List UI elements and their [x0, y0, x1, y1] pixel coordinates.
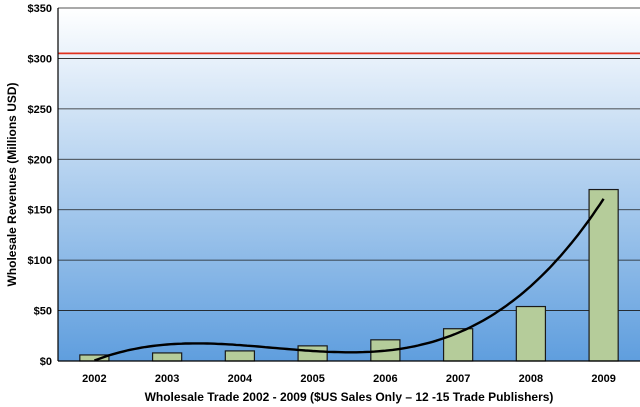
- x-tick-label: 2006: [373, 373, 397, 385]
- y-tick-label: $250: [28, 104, 52, 116]
- bar: [297, 345, 328, 362]
- x-axis-label: Wholesale Trade 2002 - 2009 ($US Sales O…: [145, 390, 554, 404]
- y-tick-label: $200: [28, 154, 52, 166]
- y-tick-labels: $0 $50 $100 $150 $200 $250 $300 $350: [28, 3, 52, 368]
- y-tick-label: $100: [28, 255, 52, 267]
- y-axis-label: Wholesale Revenues (Millions USD): [5, 82, 19, 286]
- y-tick-label: $300: [28, 53, 52, 65]
- bars: [79, 188, 619, 362]
- plot-area: [58, 8, 640, 361]
- x-tick-label: 2003: [155, 373, 179, 385]
- y-tick-label: $350: [28, 3, 52, 15]
- x-tick-label: 2004: [228, 373, 253, 385]
- y-tick-label: $0: [40, 356, 52, 368]
- x-tick-labels: 2002 2003 2004 2005 2006 2007 2008 2009: [82, 373, 616, 385]
- bar: [588, 188, 619, 362]
- trendline: [93, 198, 605, 362]
- x-tick-label: 2002: [82, 373, 106, 385]
- x-tick-label: 2007: [446, 373, 470, 385]
- bar: [151, 352, 183, 362]
- y-tick-label: $50: [34, 306, 52, 318]
- x-tick-label: 2005: [300, 373, 324, 385]
- bar: [515, 305, 547, 362]
- x-tick-label: 2009: [591, 373, 615, 385]
- y-tick-label: $150: [28, 205, 52, 217]
- gridlines: [58, 7, 640, 362]
- axes: [57, 8, 640, 362]
- x-tick-label: 2008: [519, 373, 543, 385]
- bar: [224, 350, 256, 362]
